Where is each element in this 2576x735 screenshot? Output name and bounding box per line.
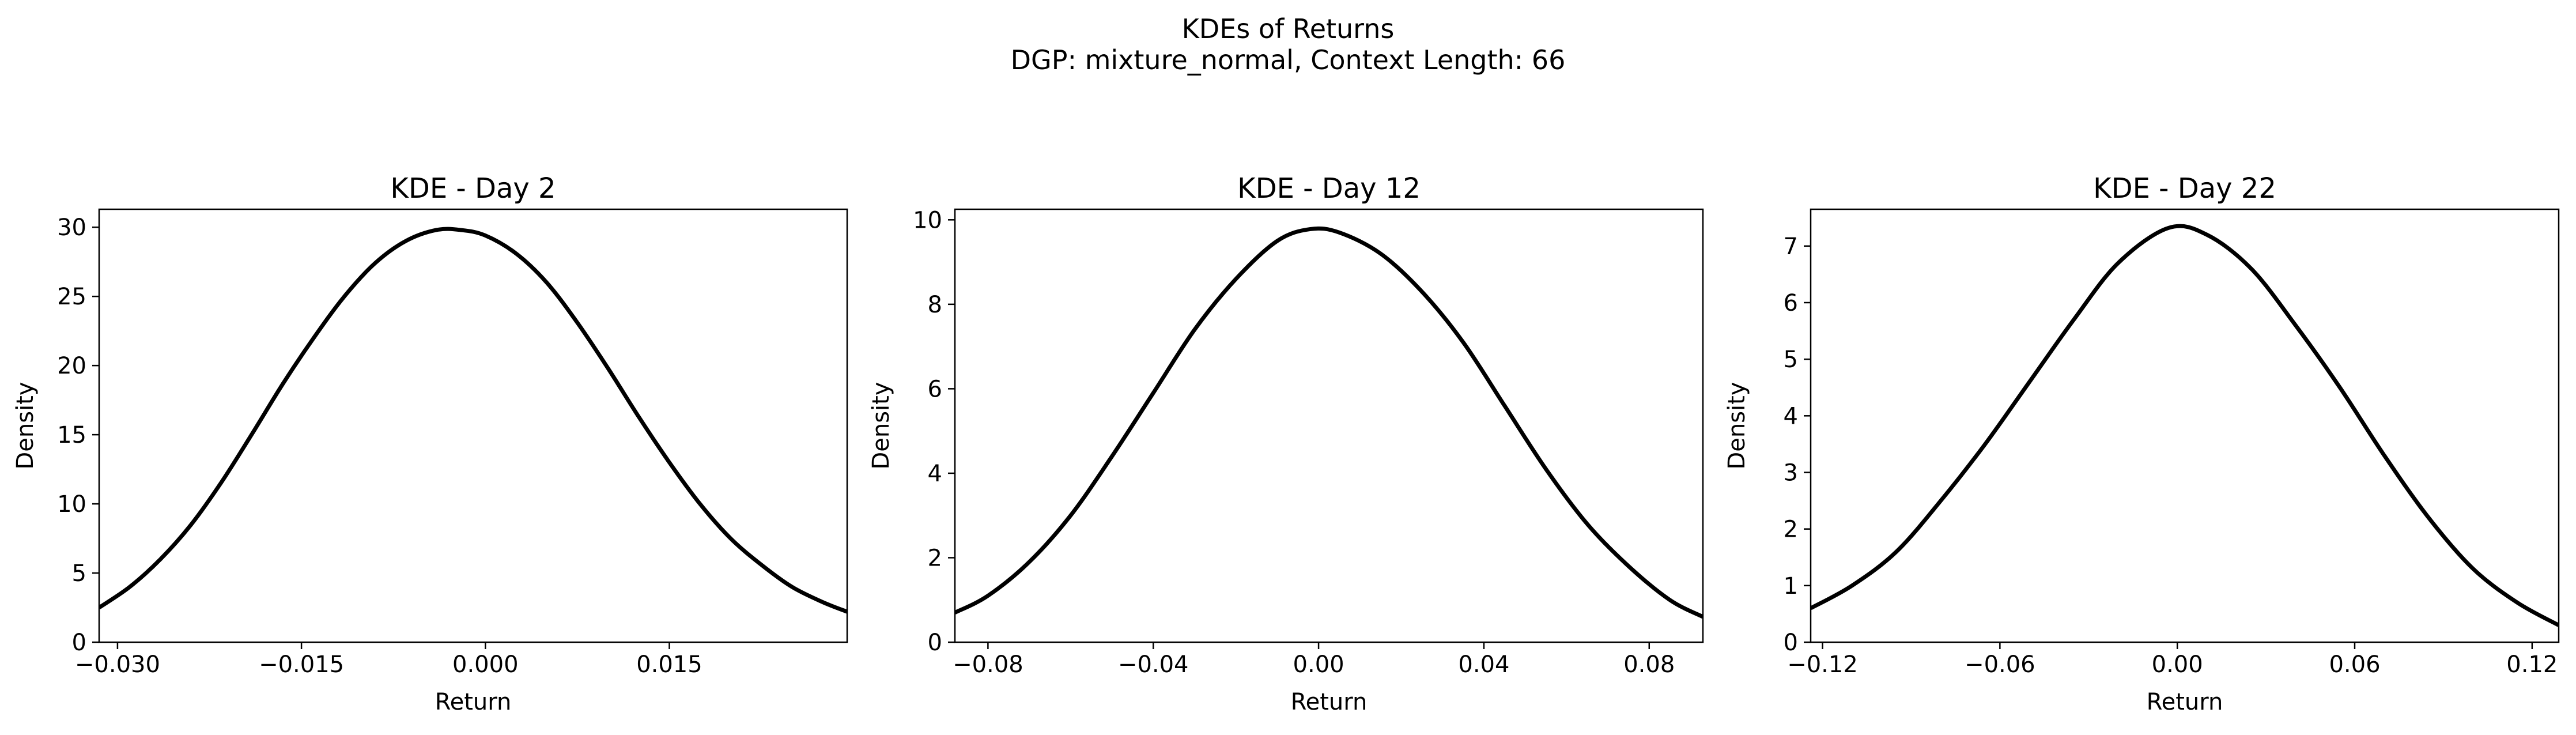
- y-tick-label: 0: [72, 630, 86, 656]
- y-axis-label: Density: [12, 382, 39, 469]
- y-axis-label: Density: [868, 382, 894, 469]
- y-tick-label: 25: [57, 284, 86, 310]
- x-tick-label: 0.12: [2506, 651, 2558, 678]
- y-tick-label: 10: [913, 207, 942, 233]
- subplot-title: KDE - Day 12: [1237, 172, 1421, 205]
- y-tick-label: 10: [57, 491, 86, 518]
- y-tick-label: 5: [1784, 346, 1798, 373]
- y-tick-label: 7: [1784, 233, 1798, 260]
- y-tick-label: 1: [1784, 573, 1798, 600]
- y-tick-label: 15: [57, 422, 86, 448]
- kde-curve-series-0: [99, 227, 847, 614]
- subplot-day-2: −0.030 −0.015 0.000 0.015 0 5 10 15 20 25 30 KDE - …: [12, 172, 848, 715]
- y-tick-label: 4: [1784, 403, 1798, 429]
- y-tick-label: 4: [928, 461, 942, 487]
- subplot-day-22: −0.12 −0.06 0.00 0.06 0.12 0 1 2 3 4 5 6 7 KDE - Day …: [1724, 172, 2560, 715]
- y-tick-label: 20: [57, 353, 86, 379]
- kde-curve-series-0: [955, 226, 1703, 619]
- y-axis-label: Density: [1724, 382, 1750, 469]
- y-tick-label: 3: [1784, 459, 1798, 486]
- axes-frame: [954, 208, 1704, 643]
- y-tick-label: 0: [1784, 630, 1798, 656]
- y-tick-label: 30: [57, 214, 86, 241]
- axes-frame: [1810, 208, 2560, 643]
- x-tick-label: 0.04: [1458, 651, 1509, 678]
- y-tick-label: 6: [1784, 290, 1798, 316]
- subplot-day-12: −0.08 −0.04 0.00 0.04 0.08 0 2 4 6 8 10 KDE - Day 1…: [868, 172, 1704, 715]
- figure-suptitle-line2: DGP: mixture_normal, Context Length: 66: [1010, 44, 1566, 76]
- y-tick-label: 2: [928, 545, 942, 571]
- x-tick-label: −0.015: [259, 651, 344, 678]
- y-tick-label: 0: [928, 630, 942, 656]
- x-tick-label: 0.00: [1293, 651, 1344, 678]
- x-axis-label: Return: [435, 689, 512, 715]
- x-tick-label: −0.04: [1118, 651, 1189, 678]
- x-tick-label: 0.06: [2329, 651, 2380, 678]
- figure-suptitle-line1: KDEs of Returns: [1181, 13, 1395, 44]
- x-tick-label: −0.08: [953, 651, 1023, 678]
- x-tick-label: 0.08: [1623, 651, 1675, 678]
- x-tick-label: −0.12: [1787, 651, 1858, 678]
- x-tick-label: 0.00: [2152, 651, 2203, 678]
- y-tick-label: 6: [928, 376, 942, 402]
- x-tick-label: −0.06: [1965, 651, 2035, 678]
- x-axis-label: Return: [2147, 689, 2223, 715]
- y-tick-label: 8: [928, 292, 942, 318]
- y-tick-label: 5: [72, 560, 86, 587]
- x-tick-label: −0.030: [75, 651, 160, 678]
- subplot-title: KDE - Day 2: [390, 172, 556, 205]
- kde-curve-series-0: [1811, 224, 2559, 627]
- x-tick-label: 0.015: [636, 651, 702, 678]
- subplot-title: KDE - Day 22: [2093, 172, 2276, 205]
- x-axis-label: Return: [1291, 689, 1368, 715]
- x-tick-label: 0.000: [452, 651, 519, 678]
- axes-frame: [98, 208, 848, 643]
- y-tick-label: 2: [1784, 517, 1798, 543]
